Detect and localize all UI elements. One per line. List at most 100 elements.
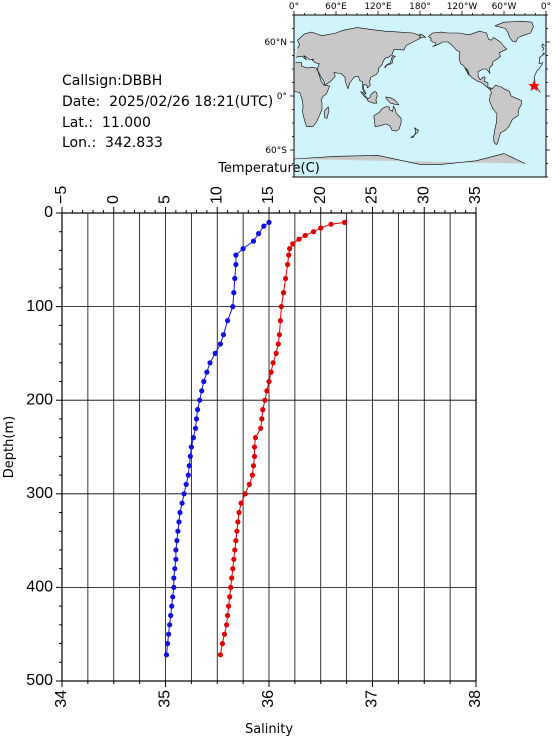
north-america-landmass	[428, 30, 508, 90]
salinity-data-point	[163, 652, 170, 658]
temperature-axis-title: Temperature(C)	[217, 161, 320, 176]
salinity-data-point	[177, 509, 183, 516]
salinity-data-point	[266, 219, 272, 225]
temperature-data-point	[259, 416, 265, 422]
temperature-data-point	[229, 575, 235, 581]
salinity-data-point	[190, 435, 196, 441]
temperature-data-point	[235, 519, 241, 525]
salinity-data-point	[207, 360, 213, 366]
temperature-data-point	[270, 360, 276, 366]
temperature-data-point	[277, 318, 283, 324]
salinity-data-point	[174, 538, 180, 544]
antarctica-landmass	[293, 153, 526, 165]
salinity-tick-label: 36	[260, 690, 277, 708]
temperature-data-point	[342, 219, 348, 225]
japan-landmass	[384, 55, 396, 69]
salinity-profile-line	[166, 221, 270, 655]
map-lat-label: 0°	[277, 92, 287, 102]
salinity-data-point	[199, 388, 205, 394]
temperature-data-point	[251, 444, 258, 450]
temperature-data-point	[302, 232, 308, 239]
temperature-data-point	[249, 472, 255, 478]
temperature-data-point	[246, 481, 252, 487]
depth-tick-label: 200	[26, 391, 53, 408]
salinity-data-point	[171, 584, 177, 591]
temperature-data-point	[280, 290, 287, 296]
salinity-data-point	[233, 261, 239, 268]
south-america-landmass	[489, 84, 522, 145]
australia-landmass	[373, 105, 402, 132]
temperature-data-point	[285, 261, 291, 268]
salinity-tick-label: 34	[53, 690, 70, 708]
temperature-data-point	[262, 397, 268, 403]
depth-tick-label: 400	[26, 579, 53, 596]
salinity-data-point	[225, 318, 231, 324]
temperature-data-point	[260, 407, 266, 413]
temperature-data-point	[228, 584, 234, 591]
salinity-data-point	[250, 238, 257, 244]
eurasia-landmass	[296, 27, 545, 95]
map-lon-label: 120°W	[447, 2, 478, 12]
map-lon-label: 180°	[409, 2, 431, 12]
temperature-data-point	[231, 556, 237, 562]
temperature-data-point	[233, 538, 239, 544]
salinity-data-point	[172, 566, 178, 572]
temperature-data-point	[296, 236, 302, 242]
salinity-data-point	[197, 397, 203, 403]
temperature-tick-label: 10	[208, 186, 225, 204]
temperature-data-point	[238, 500, 244, 506]
salinity-data-point	[167, 622, 173, 628]
salinity-data-point	[232, 275, 238, 282]
temperature-tick-label: 25	[364, 186, 381, 204]
salinity-data-point	[171, 575, 177, 581]
salinity-tick-label: 35	[157, 690, 174, 708]
temperature-data-point	[287, 246, 293, 252]
station-marker-star	[528, 80, 540, 91]
salinity-data-point	[233, 252, 239, 258]
world-map: 0° 60°E 120°E 180° 120°W 60°W 0° 60°N 0° 60°S	[264, 2, 551, 178]
salinity-data-point	[187, 453, 193, 459]
temperature-data-point	[278, 304, 284, 310]
temperature-data-point	[252, 435, 259, 441]
map-lon-label: 120°E	[364, 2, 392, 12]
latitude-text: Lat.: 11.000	[62, 115, 151, 131]
salinity-data-point	[192, 425, 199, 431]
temperature-data-point	[264, 388, 270, 394]
salinity-data-point	[261, 223, 267, 229]
temperature-data-point	[328, 221, 334, 227]
temperature-data-point	[234, 528, 240, 534]
salinity-data-point	[166, 631, 172, 637]
temperature-tick-label: 5	[157, 195, 174, 204]
date-text: Date: 2025/02/26 18:21(UTC)	[62, 94, 274, 110]
temperature-data-point	[217, 652, 223, 658]
temperature-data-point	[242, 491, 248, 497]
depth-tick-label: 0	[44, 204, 53, 221]
salinity-data-point	[204, 369, 210, 375]
temperature-tick-label: 35	[467, 186, 484, 204]
temperature-data-point	[251, 453, 258, 459]
temperature-tick-label: 30	[415, 186, 432, 204]
salinity-data-point	[217, 341, 223, 347]
salinity-data-point	[173, 547, 179, 553]
depth-axis-title: Depth(m)	[2, 416, 17, 478]
temperature-data-point	[225, 612, 231, 619]
temperature-data-point	[224, 622, 230, 628]
temperature-data-point	[250, 463, 257, 469]
depth-tick-label: 300	[26, 485, 53, 502]
map-lon-label: 60°E	[325, 2, 347, 12]
temperature-data-point	[230, 566, 236, 572]
salinity-data-point	[230, 304, 236, 310]
new-zealand-landmass	[410, 127, 419, 138]
temperature-data-point	[268, 369, 274, 375]
callsign-text: Callsign:DBBH	[62, 73, 163, 89]
salinity-tick-label: 37	[364, 690, 381, 708]
temperature-data-point	[232, 547, 238, 553]
temperature-data-point	[258, 425, 264, 431]
indonesia-landmass	[360, 91, 378, 104]
temperature-data-point	[221, 631, 228, 637]
greenland-landmass	[494, 21, 534, 43]
salinity-axis-title: Salinity	[245, 722, 293, 736]
salinity-data-point	[220, 332, 227, 338]
